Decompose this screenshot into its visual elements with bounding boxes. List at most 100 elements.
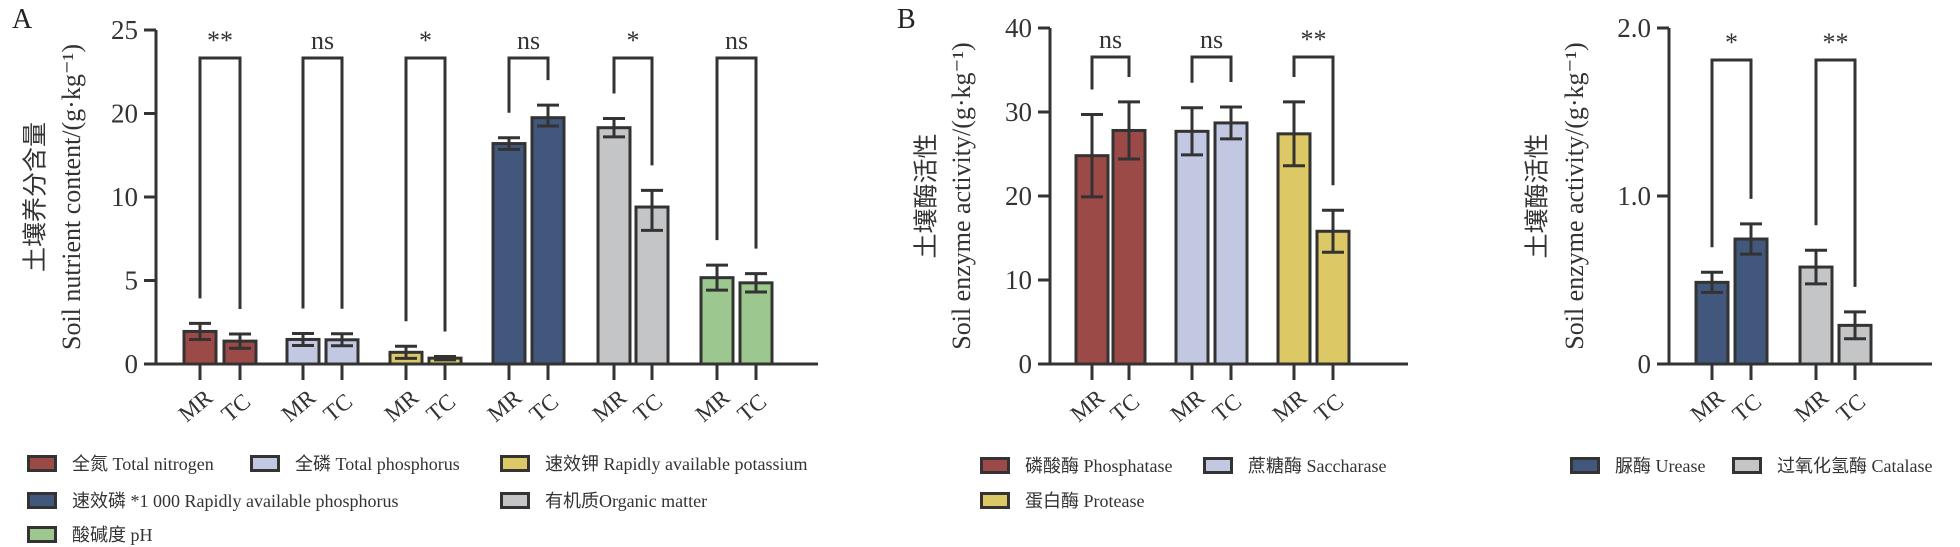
significance-label: ** [1823,28,1849,57]
significance-bracket [1292,55,1335,186]
y-axis-label-cn: 土壤养分含量 [22,122,50,272]
y-tick-label: 0 [125,349,139,379]
legend-item-saccharase: 蔗糖酶 Saccharase [1203,452,1386,478]
x-tick-label-tc: TC [217,389,256,427]
y-tick-label: 30 [1005,97,1032,127]
bar-tc [1213,121,1249,366]
legend-item-catalase: 过氧化氢酶 Catalase [1732,452,1932,478]
x-tick-label-mr: MR [277,384,321,427]
legend-label: 蛋白酶 Protease [1025,491,1145,511]
legend-label: 过氧化氢酶 Catalase [1777,456,1933,476]
x-tick-label-tc: TC [319,389,358,427]
legend-item-urease: 脲酶 Urease [1570,452,1705,478]
legend-swatch [980,491,1010,509]
significance-bracket [612,56,654,166]
panel-label-a: A [12,4,33,35]
chart-panel-3: 0 1.0 2.0 土壤酶活性 Soil enzyme activity/(g·kg⁻¹… [1524,13,1932,427]
legend-item-phosphatase: 磷酸酶 Phosphatase [980,452,1173,478]
significance-label: * [419,26,432,55]
significance-bracket [1090,55,1131,90]
bar-mr [1694,280,1730,366]
bar-tc [1733,237,1769,366]
legend-label: 脲酶 Urease [1615,456,1706,476]
legend-item-rapid-potassium: 速效钾 Rapidly available potassium [500,450,807,476]
significance-bracket [1710,58,1753,248]
bar-tc [738,281,774,366]
legend-item-total-nitrogen: 全氮 Total nitrogen [27,450,214,476]
y-tick-label: 10 [111,182,138,212]
legend-swatch [250,454,280,472]
x-tick-label-mr: MR [483,384,527,427]
y-tick-label: 5 [125,266,139,296]
legend-swatch [500,454,530,472]
significance-label: ** [1301,25,1327,54]
y-tick-label: 40 [1005,13,1032,43]
y-axis-label-en: Soil nutrient content/(g·kg⁻¹) [57,44,86,350]
x-tick-label-tc: TC [1310,389,1349,427]
legend-label: 蔗糖酶 Saccharase [1248,456,1387,476]
bar-tc [530,116,566,366]
y-tick-label: 25 [111,15,138,45]
chart-panel-1: 0 5 10 20 25 土壤养分含量 Soil nutrient content/(g·k… [22,15,818,427]
legend-swatch [1203,456,1233,474]
legend-label: 速效磷 *1 000 Rapidly available phosphorus [72,491,399,511]
legend-swatch [1732,456,1762,474]
legend-swatch [1570,456,1600,474]
y-axis-label-en: Soil enzyme activity/(g·kg⁻¹) [947,42,976,349]
x-tick-label-mr: MR [380,384,424,427]
legend-label: 磷酸酶 Phosphatase [1025,456,1173,476]
x-tick-label-mr: MR [1686,384,1730,427]
x-tick-label-mr: MR [1268,384,1312,427]
legend-label: 酸碱度 pH [72,525,153,545]
significance-label: ns [1200,25,1223,54]
x-tick-label-mr: MR [691,384,735,427]
significance-label: ns [517,26,540,55]
significance-label: ns [311,26,334,55]
legend-swatch [27,491,57,509]
legend-item-total-phosphorus: 全磷 Total phosphorus [250,450,460,476]
x-tick-label-mr: MR [588,384,632,427]
y-axis-label-cn: 土壤酶活性 [913,133,941,258]
x-tick-label-tc: TC [525,389,564,427]
x-tick-label-mr: MR [1066,384,1110,427]
legend-item-protease: 蛋白酶 Protease [980,487,1144,513]
y-tick-label: 1.0 [1617,181,1651,211]
legend-swatch [980,456,1010,474]
bar-tc [1111,128,1147,366]
significance-bracket [1190,55,1233,83]
x-tick-label-tc: TC [1832,389,1871,427]
y-tick-label: 20 [1005,181,1032,211]
x-tick-label-tc: TC [1106,389,1145,427]
significance-bracket [301,56,344,309]
legend-label: 速效钾 Rapidly available potassium [545,454,808,474]
significance-label: ** [207,26,233,55]
y-tick-label: 2.0 [1617,13,1651,43]
significance-bracket [198,56,242,309]
significance-bracket [507,56,550,113]
legend-swatch [27,525,57,543]
significance-bracket [1814,58,1857,287]
y-tick-label: 10 [1005,265,1032,295]
x-tick-label-tc: TC [733,389,772,427]
bar-mr [491,142,527,366]
x-tick-label-mr: MR [174,384,218,427]
x-tick-label-mr: MR [1790,384,1834,427]
significance-label: * [1725,28,1738,57]
legend-item-organic-matter: 有机质Organic matter [500,487,707,513]
significance-label: ns [1099,25,1122,54]
y-tick-label: 20 [111,99,138,129]
x-tick-label-tc: TC [422,389,461,427]
x-tick-label-tc: TC [1208,389,1247,427]
legend-swatch [500,491,530,509]
